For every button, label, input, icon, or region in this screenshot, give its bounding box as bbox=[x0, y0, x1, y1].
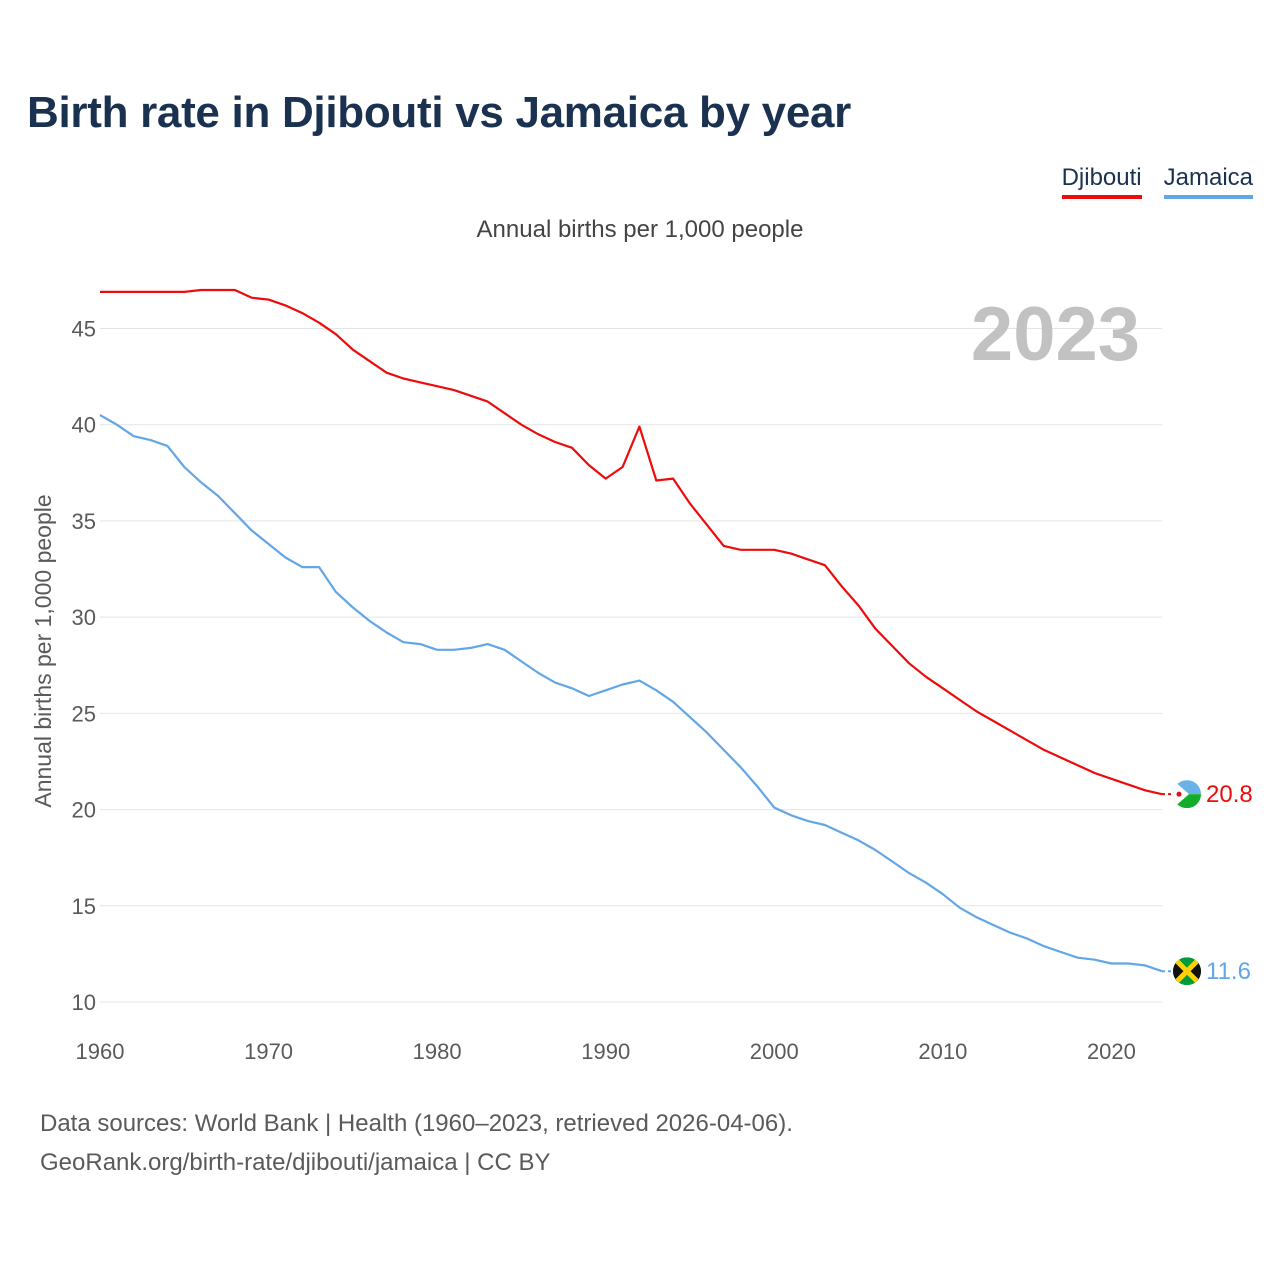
jamaica-flag-icon bbox=[1173, 957, 1201, 986]
series-line-jamaica bbox=[99, 414, 1163, 973]
year-label: 2023 bbox=[971, 292, 1140, 377]
x-tick-label: 1980 bbox=[413, 1039, 462, 1064]
y-tick-label: 30 bbox=[72, 605, 96, 630]
footer: Data sources: World Bank | Health (1960–… bbox=[40, 1104, 793, 1182]
series-end-label-djibouti: 20.8 bbox=[1206, 781, 1253, 808]
y-axis-label: Annual births per 1,000 people bbox=[30, 494, 56, 807]
x-tick-label: 2000 bbox=[750, 1039, 799, 1064]
series-end-label-jamaica: 11.6 bbox=[1206, 958, 1251, 985]
x-tick-label: 1970 bbox=[244, 1039, 293, 1064]
x-tick-label: 1990 bbox=[581, 1039, 630, 1064]
chart-subtitle: Annual births per 1,000 people bbox=[476, 216, 804, 243]
footer-sources: Data sources: World Bank | Health (1960–… bbox=[40, 1110, 793, 1137]
page-title: Birth rate in Djibouti vs Jamaica by yea… bbox=[27, 88, 852, 137]
y-tick-label: 45 bbox=[72, 316, 96, 341]
y-tick-label: 25 bbox=[72, 701, 96, 726]
y-tick-label: 15 bbox=[72, 894, 96, 919]
footer-attribution: GeoRank.org/birth-rate/djibouti/jamaica … bbox=[40, 1149, 551, 1176]
legend-item-djibouti[interactable]: Djibouti bbox=[1061, 164, 1142, 199]
series-line-djibouti bbox=[100, 288, 1163, 796]
legend-item-jamaica[interactable]: Jamaica bbox=[1163, 164, 1253, 199]
x-tick-label: 1960 bbox=[76, 1039, 125, 1064]
legend: Djibouti Jamaica bbox=[1061, 164, 1253, 199]
y-tick-label: 10 bbox=[72, 990, 96, 1015]
y-tick-label: 40 bbox=[72, 413, 96, 438]
y-tick-label: 20 bbox=[72, 798, 96, 823]
x-tick-label: 2010 bbox=[918, 1039, 967, 1064]
x-tick-label: 2020 bbox=[1087, 1039, 1136, 1064]
y-tick-label: 35 bbox=[72, 509, 96, 534]
djibouti-flag-icon bbox=[1173, 780, 1201, 809]
